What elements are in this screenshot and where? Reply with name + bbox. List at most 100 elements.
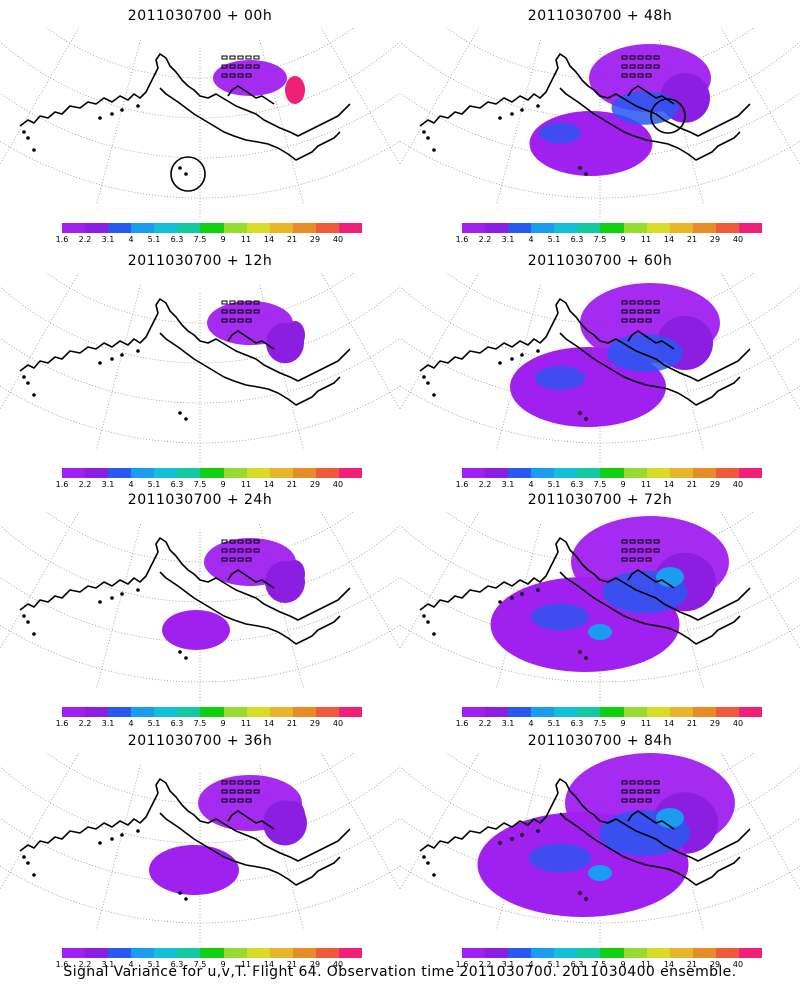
island — [510, 112, 514, 116]
colorbar-tick-label: 21 — [286, 960, 298, 969]
island — [22, 855, 26, 859]
colorbar — [62, 948, 363, 958]
island — [578, 650, 582, 654]
colorbar-swatch — [531, 948, 555, 958]
longitude-line — [320, 273, 400, 410]
island — [110, 837, 114, 841]
island — [645, 557, 652, 562]
island — [120, 833, 124, 837]
island — [584, 897, 588, 901]
colorbar — [462, 468, 763, 478]
coastline — [19, 53, 351, 137]
colorbar-labels: 1.6 2.2 3.1 4 5.1 6.3 7.5 9 11 14 21 29 40 — [450, 480, 762, 490]
polar-map — [400, 273, 800, 463]
coastline — [227, 569, 275, 589]
panel-title: 2011030700 + 48h — [527, 8, 673, 24]
map-panel-72h: 2011030700 + 72h 1.6 2.2 3.1 4 5.1 6.3 7.5 9 11 1… — [400, 484, 800, 729]
coastline — [559, 571, 741, 645]
colorbar-tick-label: 7.5 — [593, 235, 607, 244]
island — [136, 349, 140, 353]
colorbar — [462, 707, 763, 717]
map-panel-24h: 2011030700 + 24h 1.6 2.2 3.1 4 5.1 6.3 7.5 9 11 1… — [0, 484, 400, 729]
colorbar-swatch — [646, 948, 670, 958]
island — [245, 557, 252, 562]
island — [229, 557, 236, 562]
colorbar-tick-label: 2.2 — [478, 719, 492, 728]
colorbar-swatch — [485, 223, 509, 233]
colorbar-swatch — [508, 223, 532, 233]
colorbar-tick-label: 40 — [732, 480, 744, 489]
island — [237, 55, 244, 60]
colorbar-swatch — [646, 223, 670, 233]
colorbar-tick-label: 9 — [620, 719, 626, 728]
polar-map — [0, 273, 400, 463]
island — [520, 108, 524, 112]
island — [637, 309, 644, 314]
island — [229, 309, 236, 314]
colorbar-tick-label: 5.1 — [547, 235, 561, 244]
variance-peak — [285, 321, 305, 349]
island — [645, 780, 652, 785]
variance-field — [207, 301, 305, 364]
polar-map — [400, 28, 800, 218]
colorbar-tick-label: 1.6 — [455, 719, 469, 728]
colorbar-swatch — [223, 223, 247, 233]
colorbar-swatch — [62, 707, 86, 717]
longitude-line — [720, 273, 800, 410]
colorbar-swatch — [292, 468, 316, 478]
colorbar-tick-label: 14 — [263, 480, 275, 489]
island — [229, 64, 236, 69]
variance-peak — [685, 801, 705, 829]
coastline — [559, 812, 741, 886]
colorbar-tick-label: 1.6 — [455, 235, 469, 244]
colorbar-swatch — [577, 468, 601, 478]
colorbar-swatch — [485, 468, 509, 478]
colorbar-swatch — [531, 468, 555, 478]
colorbar-tick-label: 1.6 — [55, 719, 69, 728]
colorbar-swatch — [738, 468, 763, 478]
map-panel-84h: 2011030700 + 84h 1.6 2.2 3.1 4 5.1 6.3 7.5 9 11 1… — [400, 725, 800, 970]
longitude-line — [363, 28, 400, 101]
colorbar-swatch — [623, 468, 647, 478]
colorbar-swatch — [62, 468, 86, 478]
latitude-line — [0, 140, 400, 199]
colorbar-swatch — [246, 707, 270, 717]
colorbar-swatch — [108, 223, 132, 233]
colorbar-swatch — [646, 707, 670, 717]
variance-region — [607, 334, 683, 372]
colorbar-swatch — [108, 707, 132, 717]
colorbar-tick-label: 3.1 — [501, 960, 515, 969]
longitude-line — [659, 524, 704, 689]
colorbar-swatch — [315, 223, 339, 233]
colorbar-tick-label: 7.5 — [193, 480, 207, 489]
island — [653, 55, 660, 60]
map-panel-00h: 2011030700 + 00h 1.6 2.2 3.1 4 5.1 6.3 7.5 9 11 1… — [0, 0, 400, 245]
colorbar-tick-label: 3.1 — [101, 235, 115, 244]
colorbar-tick-label: 29 — [309, 960, 321, 969]
colorbar-tick-label: 1.6 — [55, 480, 69, 489]
colorbar-tick-label: 21 — [286, 719, 298, 728]
colorbar-tick-label: 6.3 — [170, 480, 184, 489]
latitude-line — [0, 865, 400, 924]
coastline — [159, 812, 341, 886]
colorbar-tick-label: 29 — [709, 719, 721, 728]
colorbar-tick-label: 6.3 — [170, 960, 184, 969]
panel-title: 2011030700 + 00h — [127, 8, 273, 24]
longitude-line — [763, 273, 800, 346]
island — [221, 73, 228, 78]
colorbar-tick-label: 9 — [620, 235, 626, 244]
longitude-line — [400, 512, 437, 585]
island — [629, 64, 636, 69]
variance-field — [490, 516, 729, 672]
island — [653, 539, 660, 544]
coastline — [559, 87, 741, 161]
island — [221, 318, 228, 323]
island — [629, 309, 636, 314]
colorbar-swatch — [485, 948, 509, 958]
coastline — [559, 332, 741, 406]
island — [245, 548, 252, 553]
colorbar-tick-label: 2.2 — [478, 960, 492, 969]
island — [621, 309, 628, 314]
island — [26, 620, 30, 624]
coastline — [19, 778, 351, 862]
